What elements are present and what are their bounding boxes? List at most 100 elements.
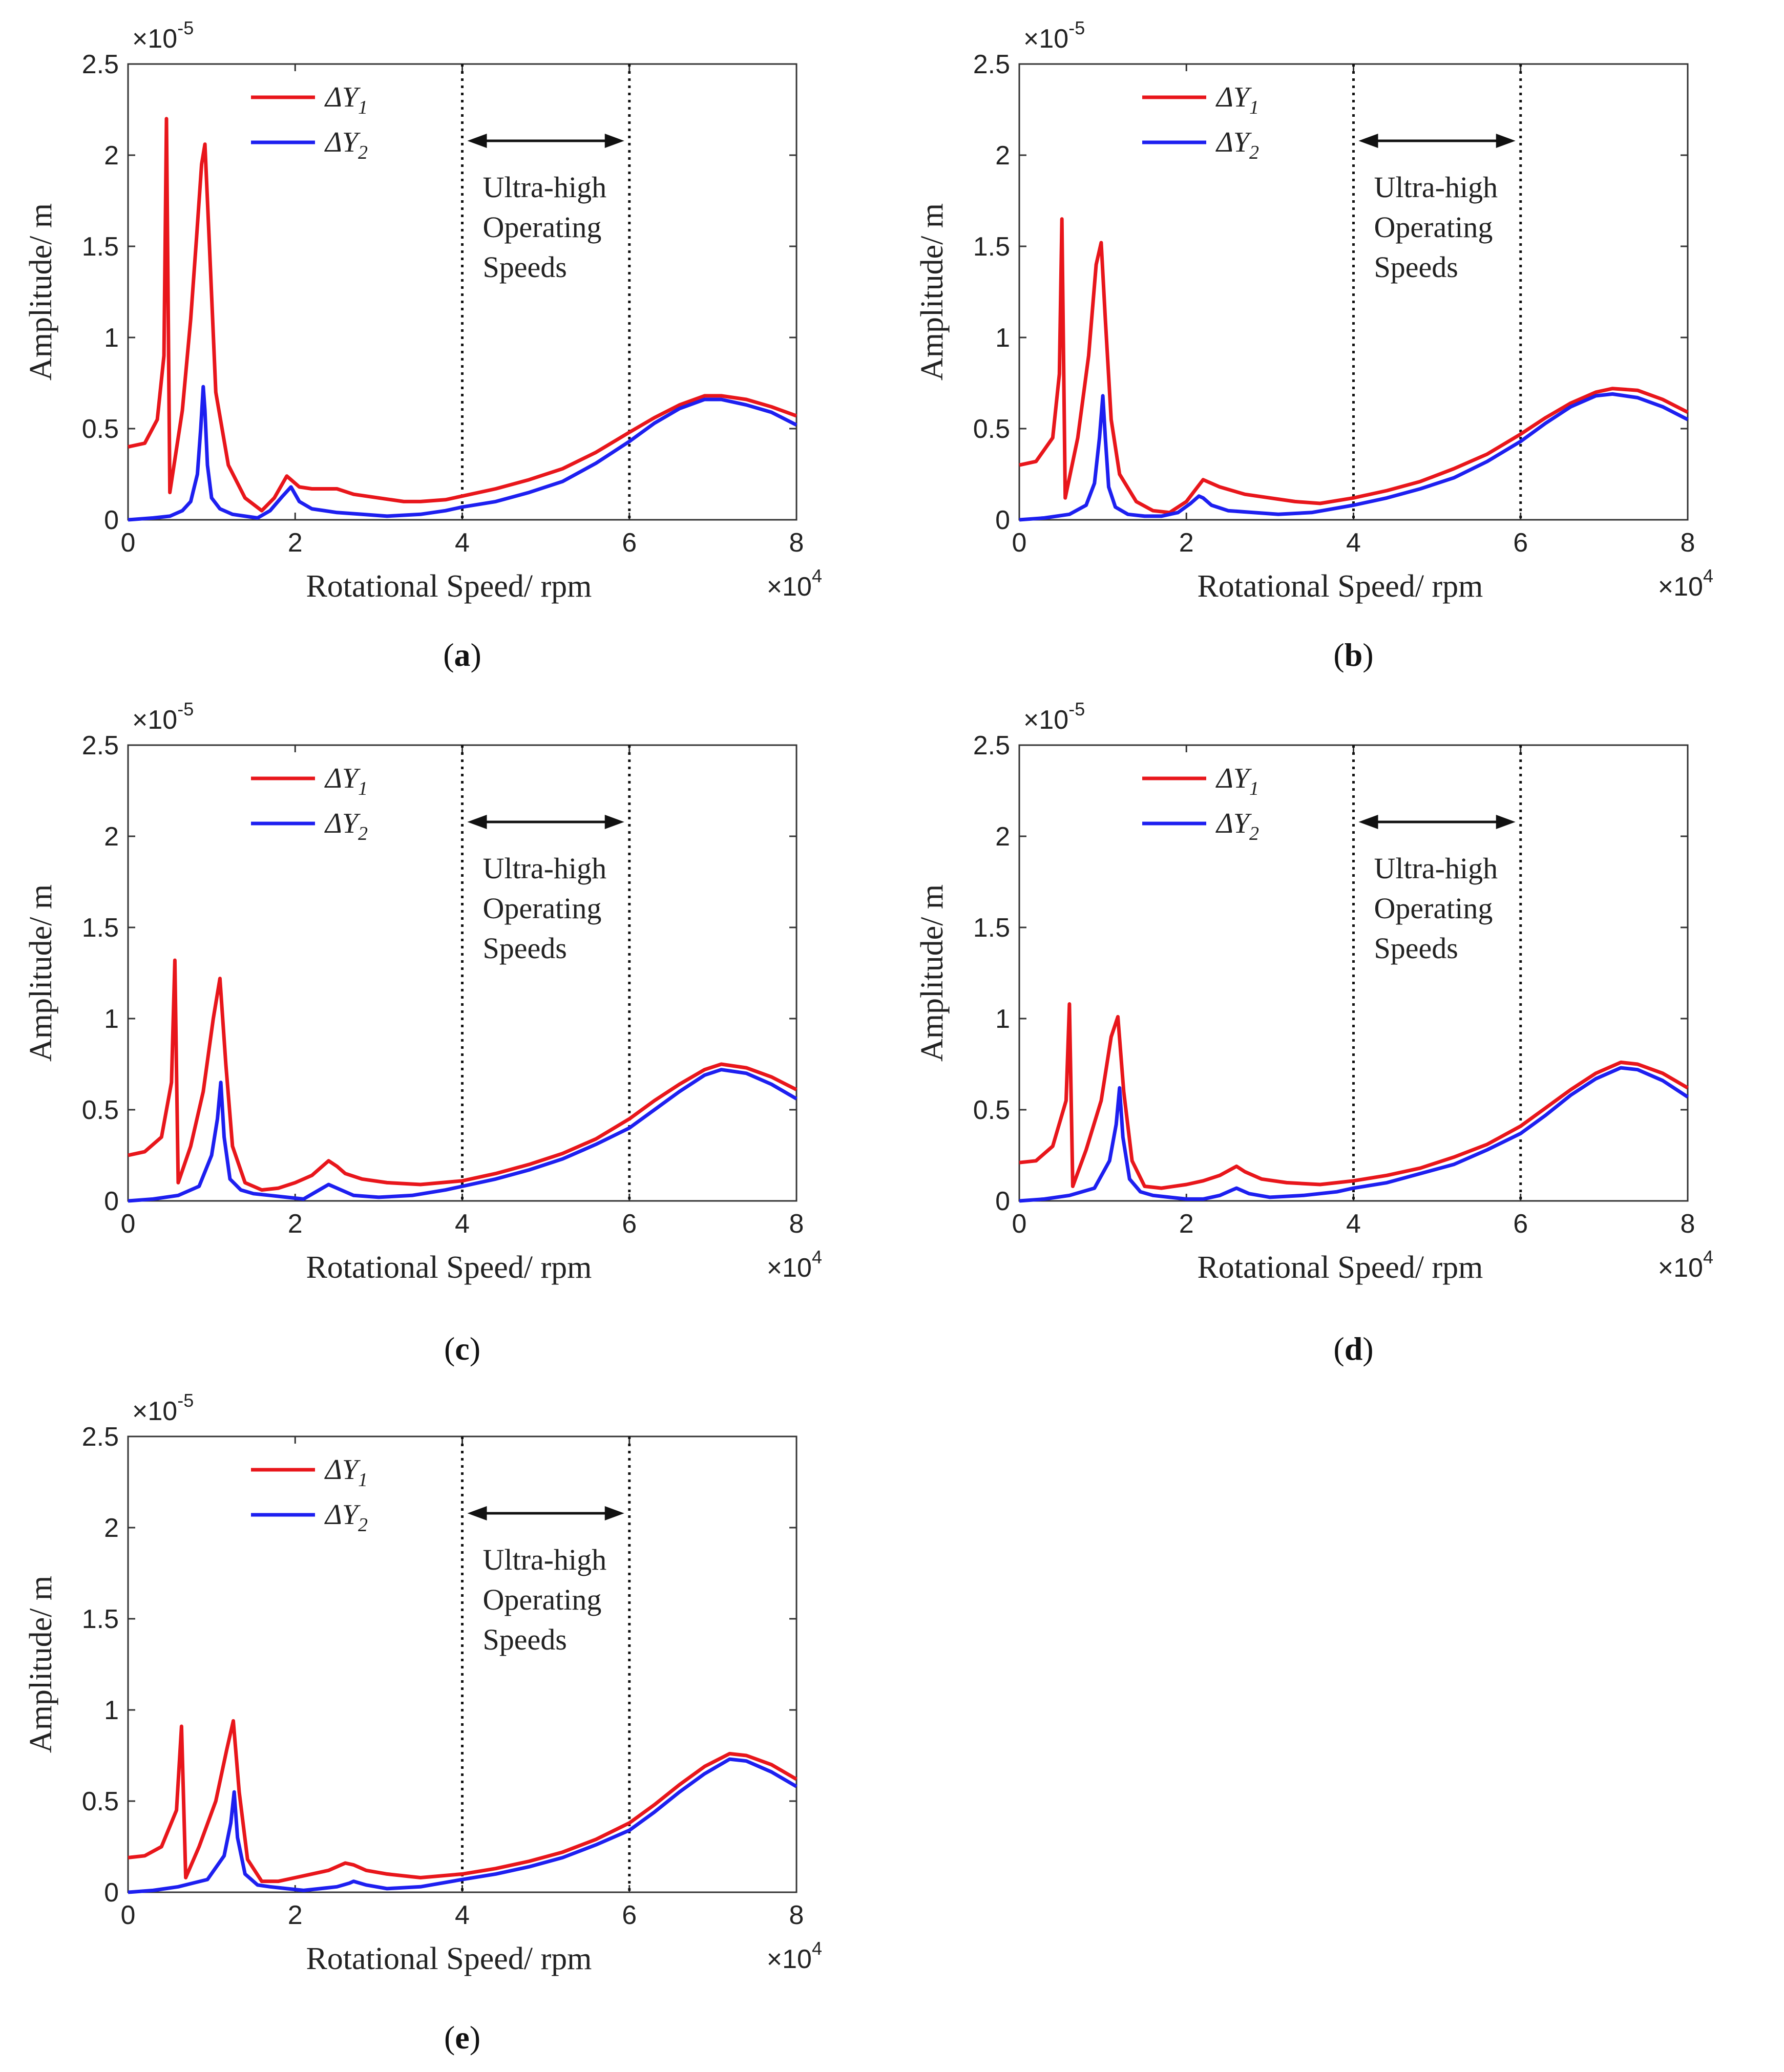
x-multiplier-base: ×10 xyxy=(767,1253,812,1283)
x-tick-label: 0 xyxy=(121,528,136,558)
x-axis-multiplier: ×104 xyxy=(767,1938,822,1974)
figure-caption: (c) xyxy=(444,1330,480,1367)
x-tick-label: 6 xyxy=(622,528,637,558)
range-arrow-head-right xyxy=(604,815,624,829)
legend-entry: ΔY1 xyxy=(324,1454,368,1491)
legend-subscript: 1 xyxy=(1249,778,1259,799)
x-axis-multiplier: ×104 xyxy=(767,565,822,602)
figure-caption: (d) xyxy=(1333,1330,1373,1367)
y-multiplier-base: ×10 xyxy=(132,1397,177,1426)
range-arrow-head-left xyxy=(467,1506,487,1520)
y-axis-label: Amplitude/ m xyxy=(915,884,950,1062)
y-tick-label: 1.5 xyxy=(82,232,119,262)
caption-close-paren: ) xyxy=(1362,637,1373,673)
x-axis-label: Rotational Speed/ rpm xyxy=(306,1941,592,1976)
x-tick-label: 8 xyxy=(1681,1209,1695,1239)
x-multiplier-base: ×10 xyxy=(1658,572,1703,602)
legend-entry: ΔY1 xyxy=(324,763,368,799)
x-tick-label: 8 xyxy=(1681,528,1695,558)
series-line-1 xyxy=(1019,1002,1689,1190)
caption-letter: b xyxy=(1345,637,1363,673)
legend-subscript: 2 xyxy=(358,1514,368,1536)
range-annotation-line: Speeds xyxy=(483,1623,567,1656)
chart-panel-b: 0 2 4 6 8 0 0.5 1 1.5 2 2.5 ×10-5 ×104 Rotational Spe… xyxy=(891,0,1782,676)
caption-letter: a xyxy=(454,637,471,673)
y-tick-label: 1.5 xyxy=(973,913,1010,943)
x-multiplier-exponent: 4 xyxy=(1703,1246,1713,1267)
x-tick-label: 6 xyxy=(1513,1209,1528,1239)
y-tick-label: 2 xyxy=(995,822,1010,852)
chart-panel-e: 0 2 4 6 8 0 0.5 1 1.5 2 2.5 ×10-5 ×104 Rotational Spe… xyxy=(0,1372,891,2072)
y-axis-multiplier: ×10-5 xyxy=(1023,17,1085,54)
x-axis-multiplier: ×104 xyxy=(767,1246,822,1283)
y-tick-label: 1 xyxy=(995,323,1010,353)
y-tick-label: 2 xyxy=(104,822,119,852)
caption-open-paren: ( xyxy=(444,1330,455,1367)
x-multiplier-exponent: 4 xyxy=(812,565,822,586)
legend-symbol: ΔY xyxy=(324,808,361,839)
legend-entry: ΔY1 xyxy=(324,81,368,118)
y-axis-multiplier: ×10-5 xyxy=(132,17,194,54)
caption-close-paren: ) xyxy=(470,2019,480,2056)
chart-panel-a: 0 2 4 6 8 0 0.5 1 1.5 2 2.5 ×10-5 ×104 Rotational Spe… xyxy=(0,0,891,676)
series-line-1 xyxy=(128,958,797,1192)
y-multiplier-base: ×10 xyxy=(1023,705,1068,735)
y-tick-label: 0.5 xyxy=(82,1787,119,1816)
y-tick-label: 2.5 xyxy=(82,50,119,79)
y-multiplier-exponent: -5 xyxy=(1068,699,1085,720)
series-line-2 xyxy=(1019,392,1689,522)
y-multiplier-base: ×10 xyxy=(132,705,177,735)
legend-symbol: ΔY xyxy=(1215,126,1252,158)
caption-letter: e xyxy=(455,2019,469,2056)
y-tick-label: 0.5 xyxy=(82,1095,119,1125)
chart-panel-c: 0 2 4 6 8 0 0.5 1 1.5 2 2.5 ×10-5 ×104 Rotational Spe… xyxy=(0,681,891,1372)
range-annotation-line: Operating xyxy=(483,892,602,925)
range-annotation-line: Speeds xyxy=(1374,932,1458,965)
range-annotation-line: Speeds xyxy=(1374,250,1458,284)
y-tick-label: 0 xyxy=(995,505,1010,535)
y-multiplier-exponent: -5 xyxy=(177,17,194,38)
y-tick-label: 2.5 xyxy=(82,731,119,760)
legend-entry: ΔY2 xyxy=(1215,808,1259,844)
x-multiplier-exponent: 4 xyxy=(1703,565,1713,586)
range-annotation-line: Operating xyxy=(483,1583,602,1616)
x-tick-label: 2 xyxy=(1179,528,1194,558)
x-tick-label: 0 xyxy=(1012,1209,1027,1239)
y-multiplier-exponent: -5 xyxy=(177,1390,194,1411)
legend-subscript: 2 xyxy=(358,142,368,163)
caption-letter: c xyxy=(455,1330,469,1367)
x-tick-label: 4 xyxy=(1346,1209,1361,1239)
range-arrow-head-right xyxy=(604,1506,624,1520)
x-axis-label: Rotational Speed/ rpm xyxy=(306,1250,592,1285)
caption-close-paren: ) xyxy=(470,1330,480,1367)
x-tick-label: 4 xyxy=(455,1900,470,1930)
y-multiplier-exponent: -5 xyxy=(177,699,194,720)
legend-entry: ΔY2 xyxy=(324,1499,368,1536)
x-multiplier-base: ×10 xyxy=(767,1944,812,1974)
y-axis-label: Amplitude/ m xyxy=(24,1576,58,1753)
legend-entry: ΔY2 xyxy=(1215,126,1259,163)
y-tick-label: 2.5 xyxy=(973,50,1010,79)
y-multiplier-base: ×10 xyxy=(1023,24,1068,54)
x-tick-label: 8 xyxy=(789,1900,804,1930)
x-tick-label: 2 xyxy=(288,1900,303,1930)
x-tick-label: 6 xyxy=(1513,528,1528,558)
y-axis-multiplier: ×10-5 xyxy=(132,1390,194,1426)
range-annotation-line: Ultra-high xyxy=(1374,852,1498,885)
x-tick-label: 8 xyxy=(789,1209,804,1239)
x-tick-label: 6 xyxy=(622,1209,637,1239)
series-line-2 xyxy=(128,1068,797,1203)
y-tick-label: 0 xyxy=(104,1878,119,1908)
series-line-1 xyxy=(128,117,797,513)
series-line-2 xyxy=(128,1757,797,1894)
y-tick-label: 1.5 xyxy=(82,913,119,943)
y-multiplier-base: ×10 xyxy=(132,24,177,54)
range-annotation-line: Operating xyxy=(1374,210,1493,244)
chart-panel-d: 0 2 4 6 8 0 0.5 1 1.5 2 2.5 ×10-5 ×104 Rotational Spe… xyxy=(891,681,1782,1372)
x-tick-label: 6 xyxy=(622,1900,637,1930)
caption-letter: d xyxy=(1345,1330,1363,1367)
caption-close-paren: ) xyxy=(471,637,481,673)
y-axis-multiplier: ×10-5 xyxy=(132,699,194,735)
